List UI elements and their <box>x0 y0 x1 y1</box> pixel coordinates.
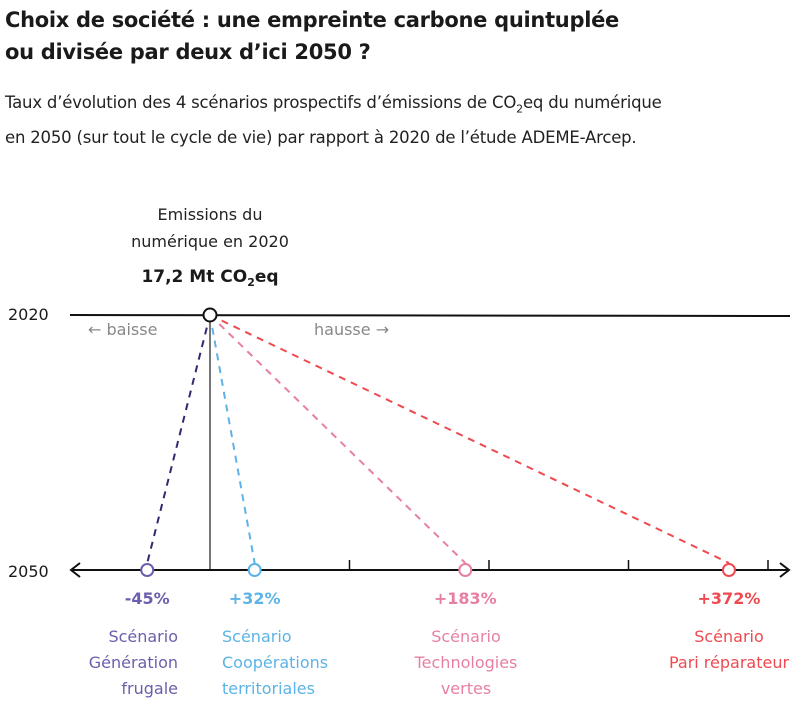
scenario-name-label: Scénario <box>108 627 178 646</box>
title-line-1: Choix de société : une empreinte carbone… <box>5 8 619 32</box>
subtitle-subscript: 2 <box>516 102 523 116</box>
baseline-value: 17,2 Mt CO2eq <box>141 267 278 289</box>
scenario-name-label: Génération <box>89 653 178 672</box>
baseline-label-1: Emissions du <box>158 205 263 224</box>
baseline-point <box>202 307 218 323</box>
scenario-name-label: frugale <box>121 679 178 698</box>
scenario-value-label: +372% <box>698 589 761 608</box>
scenario-name-label: vertes <box>441 679 491 698</box>
scenario-value-label: +183% <box>434 589 497 608</box>
subtitle-line-1: Taux d’évolution des 4 scénarios prospec… <box>5 88 802 123</box>
axis-arrow-left <box>69 562 81 578</box>
year-label-2020: 2020 <box>8 305 49 324</box>
scenario-point <box>458 563 473 577</box>
scenario-name-label: territoriales <box>222 679 315 698</box>
direction-up-label: hausse → <box>314 320 389 339</box>
scenario-point <box>140 563 155 577</box>
scenario-name-label: Pari réparateur <box>669 653 790 672</box>
subtitle-line-2: en 2050 (sur tout le cycle de vie) par r… <box>5 128 637 148</box>
scenario-name-label: Scénario <box>222 627 292 646</box>
chart-subtitle: Taux d’évolution des 4 scénarios prospec… <box>5 88 802 152</box>
subtitle-text: Taux d’évolution des 4 scénarios prospec… <box>5 93 517 112</box>
scenario-name-label: Coopérations <box>222 653 328 672</box>
line-2020 <box>69 314 791 317</box>
chart-title: Choix de société : une empreinte carbone… <box>5 4 795 68</box>
scenario-point <box>247 563 262 577</box>
year-label-2050: 2050 <box>8 562 49 581</box>
scenario-value-label: +32% <box>229 589 281 608</box>
scenario-value-label: -45% <box>125 589 170 608</box>
baseline-label-2: numérique en 2020 <box>131 232 289 251</box>
subtitle-text: eq du numérique <box>522 93 662 112</box>
scenario-point <box>721 563 736 577</box>
scenario-line <box>209 314 730 564</box>
scenario-line <box>209 314 256 564</box>
direction-down-label: ← baisse <box>88 320 157 339</box>
scenario-name-label: Scénario <box>694 627 764 646</box>
scenario-line <box>146 314 211 564</box>
axis-arrow-right <box>779 562 791 578</box>
scenario-name-label: Scénario <box>431 627 501 646</box>
scenario-name-label: Technologies <box>414 653 518 672</box>
title-line-2: ou divisée par deux d’ici 2050 ? <box>5 40 371 64</box>
